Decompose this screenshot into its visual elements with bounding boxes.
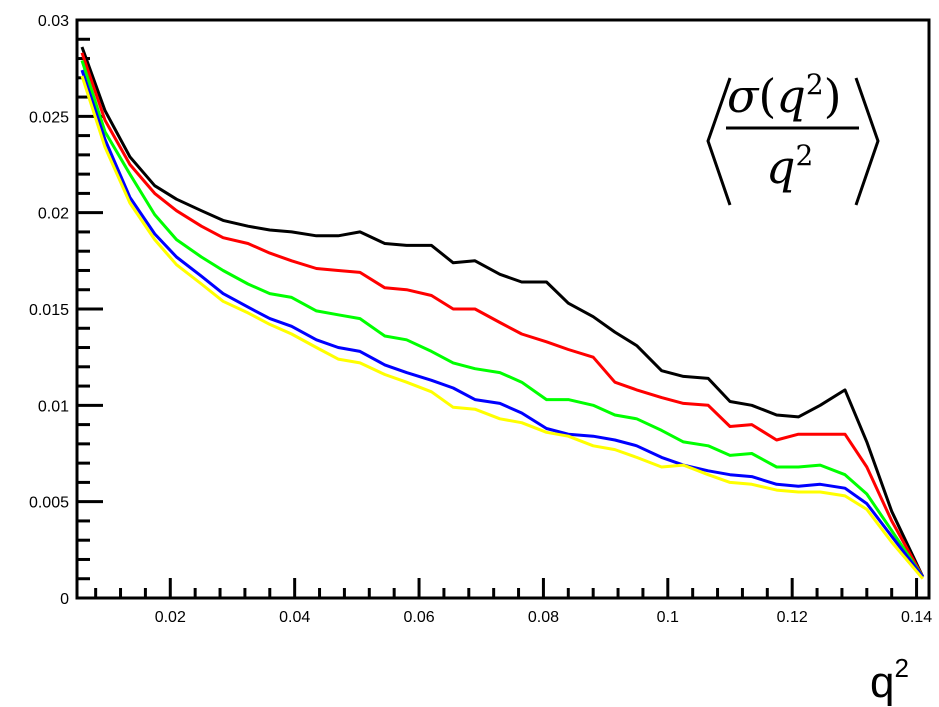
x-axis-label-base: q [870,658,894,707]
y-tick-label: 0.02 [38,206,69,223]
formula-paren-open: ( [758,69,776,123]
x-axis-label: q2 [870,653,909,707]
x-tick-label: 0.04 [279,609,310,626]
formula-numerator: σ(q2) [727,68,842,123]
axes: 0 0.005 0.01 0.015 0.02 0.025 0.03 0.02 0.04 0.06… [29,13,932,626]
formula-denominator-exponent: 2 [795,139,813,172]
formula-numerator-exponent: 2 [806,68,824,101]
series-line-blue [80,69,924,578]
y-tick-label: 0.03 [38,13,69,30]
x-tick-label: 0.08 [528,609,559,626]
formula-sigma: σ [727,69,760,123]
formula-right-angle-bracket [854,77,880,206]
series-line-green [80,60,925,578]
formula-annotation: σ(q2) q2 [706,68,880,206]
series-line-yellow [80,75,924,580]
series-line-red [80,52,925,578]
series-line-black [80,46,925,578]
x-tick-label: 0.12 [777,609,808,626]
y-tick-label: 0.015 [29,302,69,319]
y-tick-label: 0.025 [29,109,69,126]
series-group [80,46,925,580]
formula-denominator: q2 [766,139,813,194]
x-tick-label: 0.02 [155,609,186,626]
x-tick-label: 0.14 [901,609,932,626]
y-tick-label: 0.01 [38,398,69,415]
formula-paren-close: ) [824,69,842,123]
y-tick-label: 0 [60,591,69,608]
formula-numerator-q: q [776,69,805,123]
x-tick-label: 0.06 [403,609,434,626]
x-axis-label-exponent: 2 [894,653,908,683]
y-tick-label: 0.005 [29,495,69,512]
x-tick-label: 0.1 [657,609,679,626]
formula-left-angle-bracket [706,77,732,206]
formula-denominator-q: q [766,140,795,194]
